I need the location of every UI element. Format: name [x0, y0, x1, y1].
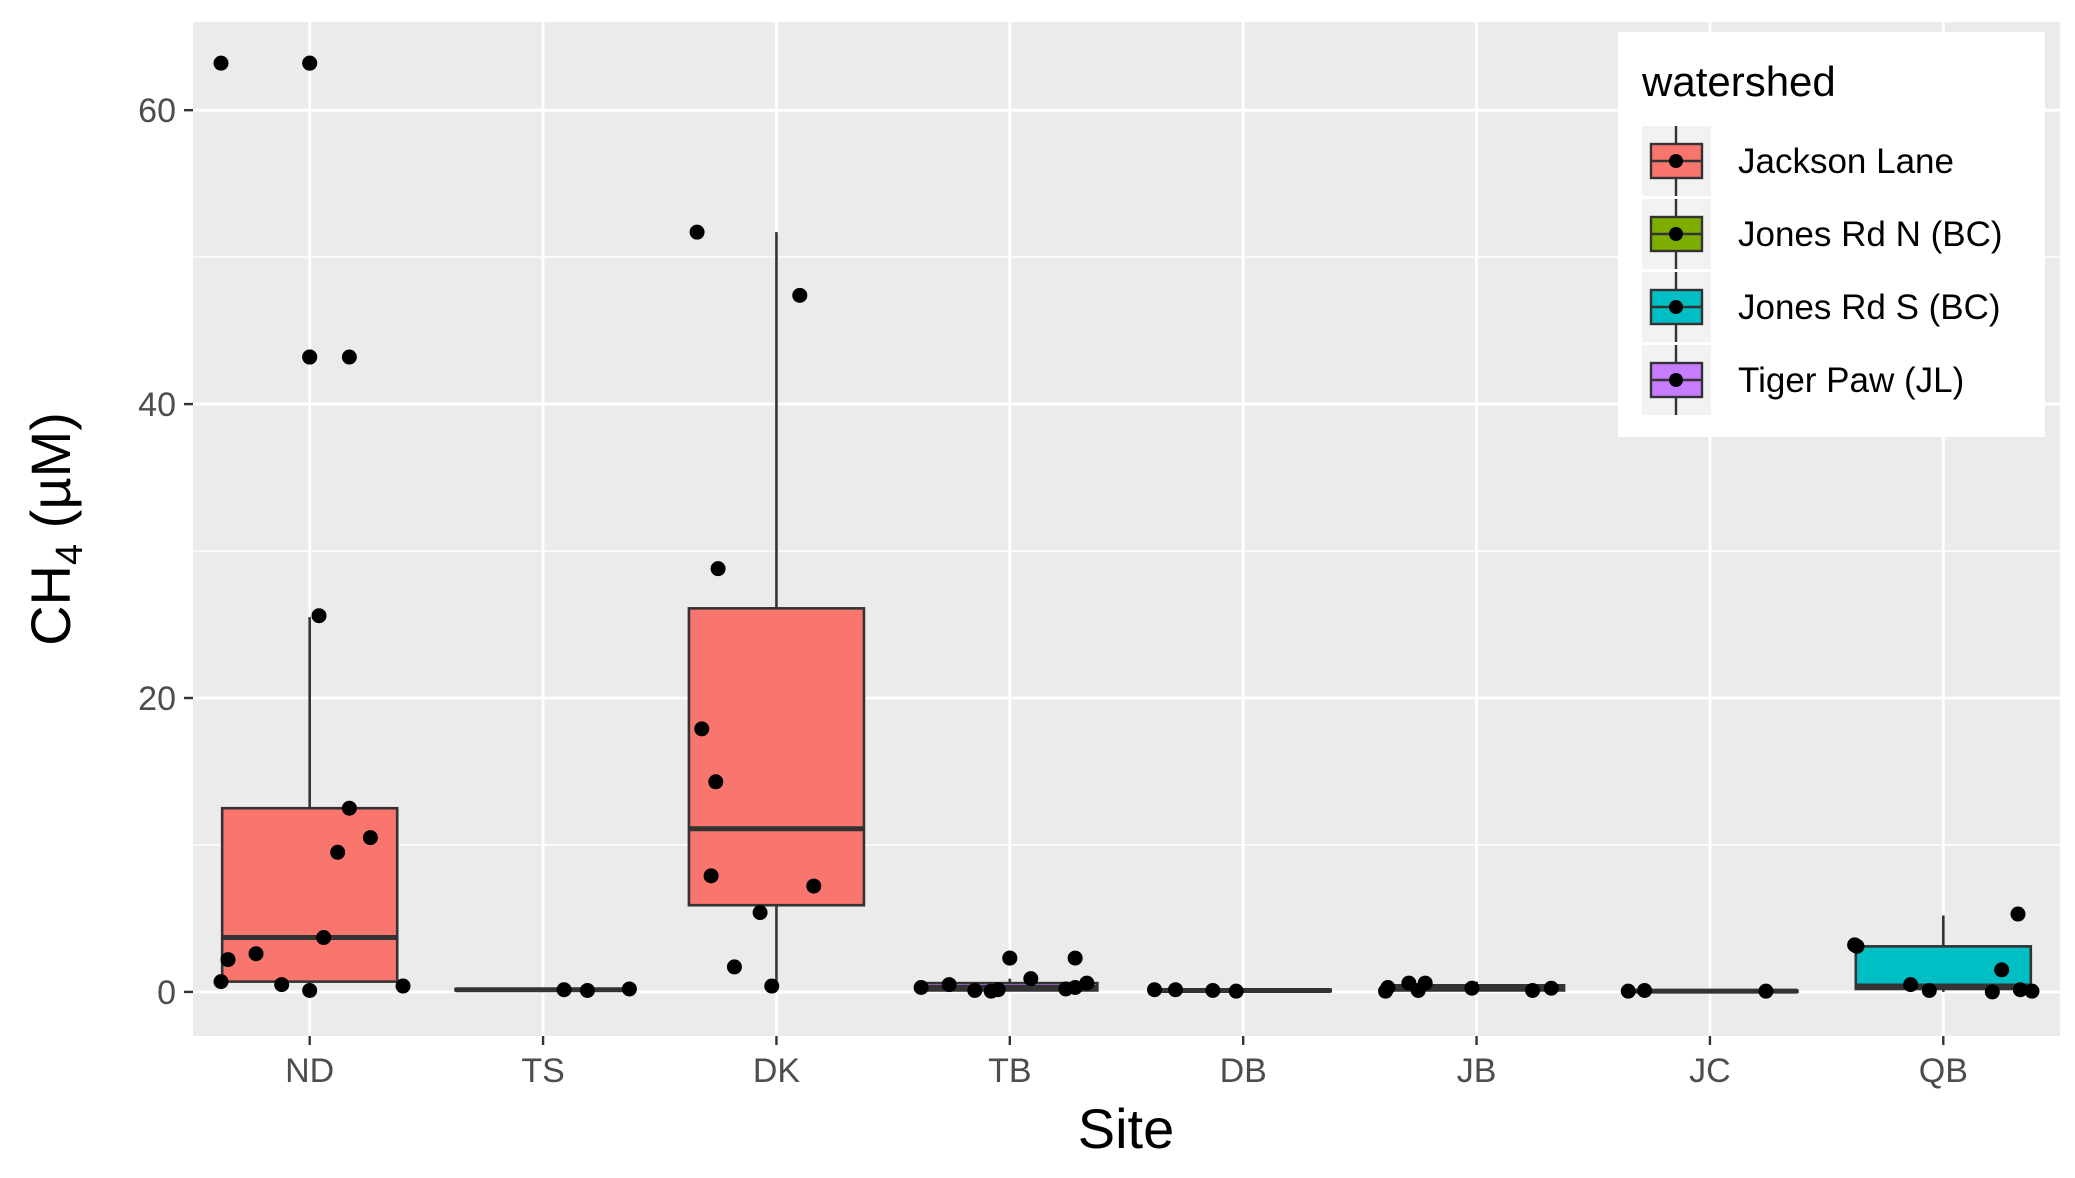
- boxes: [220, 55, 2033, 994]
- data-point: [913, 980, 929, 996]
- data-point: [2010, 906, 2026, 922]
- data-point: [248, 946, 264, 962]
- data-point: [1002, 950, 1018, 966]
- data-point: [302, 349, 318, 365]
- y-tick-label: 0: [157, 974, 176, 1012]
- data-point: [689, 224, 705, 240]
- data-point: [579, 982, 595, 998]
- data-point: [274, 977, 290, 993]
- data-point: [220, 952, 236, 968]
- legend-entries: Jackson Lane Jones Rd N (BC) Jones Rd S (B…: [1642, 126, 2003, 415]
- box-dk: [687, 232, 866, 987]
- data-point: [1758, 983, 1774, 999]
- y-axis-title-unit: (µM): [19, 412, 82, 544]
- data-point: [1067, 980, 1083, 996]
- x-tick-label: TB: [988, 1052, 1031, 1090]
- data-point: [1228, 983, 1244, 999]
- data-point: [395, 978, 411, 994]
- data-point: [1067, 950, 1083, 966]
- y-tick-label: 20: [138, 680, 176, 718]
- data-point: [621, 981, 637, 997]
- data-point: [341, 800, 357, 816]
- legend-label: Jones Rd S (BC): [1738, 288, 2001, 327]
- y-axis-title-subscript: 4: [49, 544, 91, 565]
- box-ts: [454, 987, 632, 993]
- data-point: [792, 287, 808, 303]
- y-tick-label: 60: [138, 92, 176, 130]
- legend-key-point: [1669, 300, 1683, 314]
- data-point: [2024, 983, 2040, 999]
- box-qb: [1854, 915, 2033, 992]
- data-point: [302, 982, 318, 998]
- data-point: [708, 774, 724, 790]
- legend-label: Jackson Lane: [1738, 142, 1954, 181]
- data-point: [1637, 982, 1653, 998]
- box-body: [1854, 945, 2033, 991]
- legend: watershed Jackson Lane Jones Rd N (BC) Jon…: [1618, 32, 2045, 437]
- data-point: [694, 721, 710, 737]
- legend-entry: Jones Rd S (BC): [1642, 272, 2001, 342]
- data-point: [556, 982, 572, 998]
- legend-key-point: [1669, 227, 1683, 241]
- data-point: [316, 930, 332, 946]
- data-point: [990, 982, 1006, 998]
- data-point: [764, 978, 780, 994]
- data-point: [1903, 977, 1919, 993]
- x-tick-label: DB: [1220, 1052, 1267, 1090]
- legend-key-point: [1669, 373, 1683, 387]
- axes: 0 20 40 60 ND TS DK TB DB JB JC QB: [138, 92, 1968, 1090]
- y-axis-title: CH4 (µM): [19, 412, 91, 646]
- data-point: [1984, 984, 2000, 1000]
- x-tick-label: TS: [521, 1052, 564, 1090]
- data-point: [710, 561, 726, 577]
- legend-entry: Jones Rd N (BC): [1642, 199, 2003, 269]
- data-point: [1921, 982, 1937, 998]
- data-point: [941, 977, 957, 993]
- data-point: [1543, 980, 1559, 996]
- legend-label: Tiger Paw (JL): [1738, 361, 1964, 400]
- data-point: [2012, 982, 2028, 998]
- legend-label: Jones Rd N (BC): [1738, 215, 2003, 254]
- data-point: [703, 868, 719, 884]
- data-point: [302, 55, 318, 71]
- y-axis-title-main: CH: [19, 565, 82, 646]
- data-point: [1168, 982, 1184, 998]
- box-body: [687, 607, 866, 907]
- x-tick-label: JB: [1457, 1052, 1497, 1090]
- x-tick-label: JC: [1689, 1052, 1731, 1090]
- data-point: [1525, 982, 1541, 998]
- data-point: [311, 608, 327, 624]
- data-point: [1464, 980, 1480, 996]
- x-axis-title: Site: [1078, 1097, 1175, 1160]
- x-tick-label: ND: [285, 1052, 334, 1090]
- y-tick-label: 40: [138, 386, 176, 424]
- data-point: [1849, 938, 1865, 954]
- data-point: [213, 55, 229, 71]
- data-point: [1079, 975, 1095, 991]
- data-point: [213, 974, 229, 990]
- data-points: [213, 55, 2040, 1000]
- data-point: [1205, 982, 1221, 998]
- data-point: [1994, 962, 2010, 978]
- data-point: [1380, 980, 1396, 996]
- data-point: [1023, 971, 1039, 987]
- data-point: [806, 878, 822, 894]
- data-point: [1417, 975, 1433, 991]
- x-tick-label: QB: [1919, 1052, 1968, 1090]
- legend-entry: Tiger Paw (JL): [1642, 345, 1964, 415]
- data-point: [341, 349, 357, 365]
- data-point: [362, 830, 378, 846]
- data-point: [1620, 983, 1636, 999]
- legend-key-point: [1669, 154, 1683, 168]
- data-point: [726, 959, 742, 975]
- data-point: [967, 982, 983, 998]
- x-tick-label: DK: [753, 1052, 801, 1090]
- data-point: [1147, 982, 1163, 998]
- legend-entry: Jackson Lane: [1642, 126, 1954, 196]
- data-point: [752, 905, 768, 921]
- legend-title: watershed: [1641, 58, 1836, 105]
- data-point: [330, 844, 346, 860]
